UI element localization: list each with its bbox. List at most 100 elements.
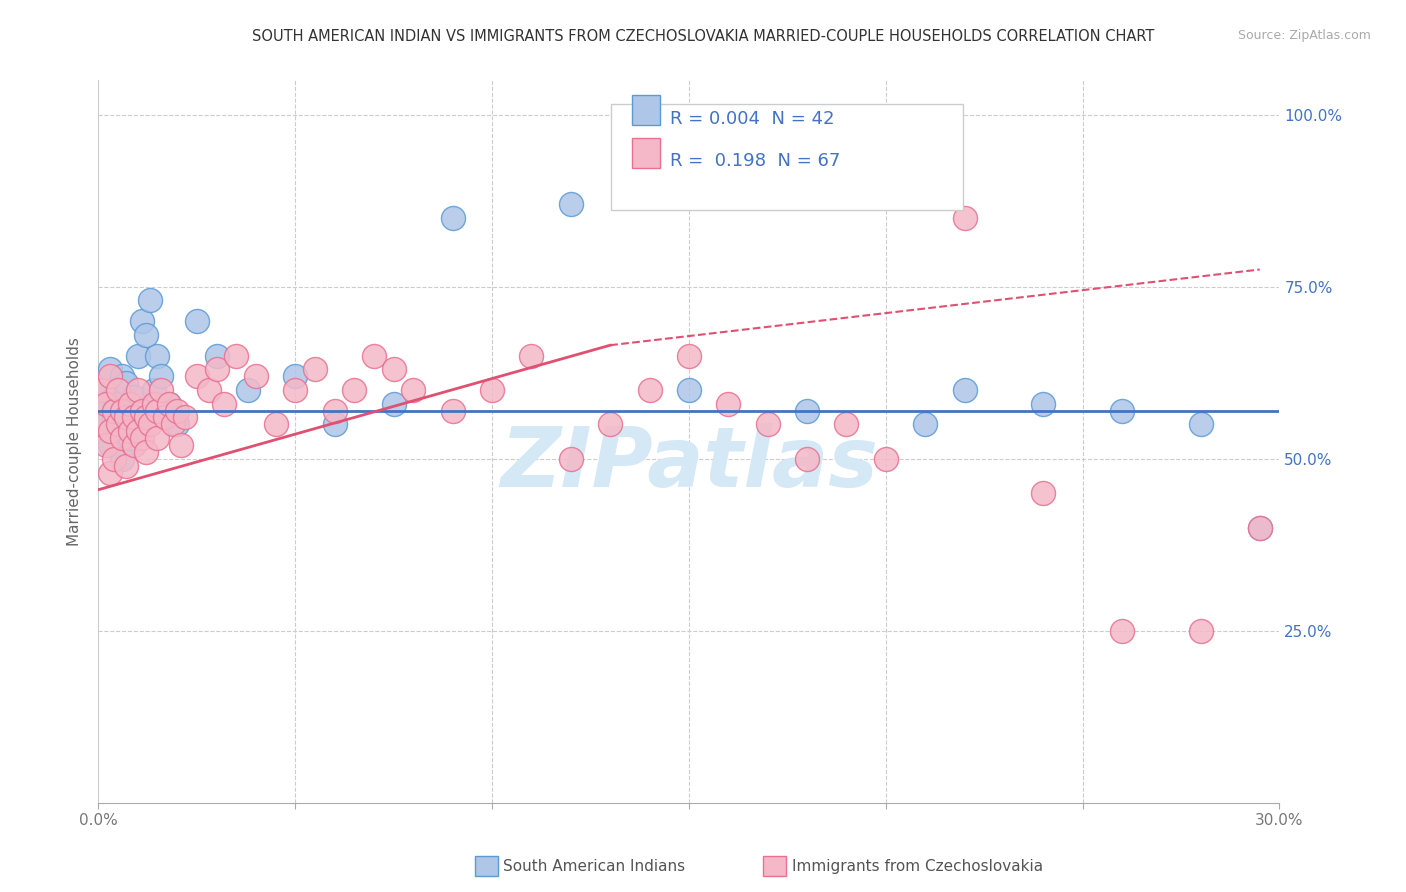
Point bbox=[162, 417, 184, 432]
Point bbox=[115, 376, 138, 390]
Point bbox=[205, 349, 228, 363]
Point bbox=[103, 451, 125, 466]
Point bbox=[111, 403, 134, 417]
Point bbox=[245, 369, 267, 384]
Point bbox=[115, 410, 138, 425]
Point bbox=[111, 369, 134, 384]
Point bbox=[264, 417, 287, 432]
Point bbox=[953, 383, 976, 397]
Point bbox=[122, 438, 145, 452]
Point bbox=[599, 417, 621, 432]
Point bbox=[1111, 403, 1133, 417]
Point bbox=[111, 451, 134, 466]
Point bbox=[118, 431, 141, 445]
Point bbox=[157, 397, 180, 411]
Point bbox=[135, 410, 157, 425]
Point bbox=[115, 458, 138, 473]
Point bbox=[155, 410, 177, 425]
Point bbox=[186, 314, 208, 328]
Point bbox=[107, 417, 129, 432]
Text: SOUTH AMERICAN INDIAN VS IMMIGRANTS FROM CZECHOSLOVAKIA MARRIED-COUPLE HOUSEHOLD: SOUTH AMERICAN INDIAN VS IMMIGRANTS FROM… bbox=[252, 29, 1154, 44]
Point bbox=[304, 362, 326, 376]
Point bbox=[142, 397, 165, 411]
Point bbox=[166, 403, 188, 417]
Point bbox=[118, 424, 141, 438]
Point bbox=[441, 211, 464, 225]
Point bbox=[382, 397, 405, 411]
Point bbox=[1249, 520, 1271, 534]
Point bbox=[236, 383, 259, 397]
Point bbox=[135, 327, 157, 342]
Point bbox=[214, 397, 236, 411]
Point bbox=[284, 369, 307, 384]
Point bbox=[678, 349, 700, 363]
Point bbox=[284, 383, 307, 397]
Text: Immigrants from Czechoslovakia: Immigrants from Czechoslovakia bbox=[792, 859, 1043, 873]
Point bbox=[146, 349, 169, 363]
Point bbox=[1189, 417, 1212, 432]
Text: R =  0.198  N = 67: R = 0.198 N = 67 bbox=[671, 152, 841, 169]
Point bbox=[138, 417, 160, 432]
Point bbox=[118, 397, 141, 411]
Point bbox=[138, 293, 160, 308]
Point bbox=[127, 417, 149, 432]
Point bbox=[678, 383, 700, 397]
Point bbox=[127, 424, 149, 438]
Point bbox=[122, 390, 145, 404]
Point bbox=[98, 466, 121, 480]
Point bbox=[1032, 486, 1054, 500]
Point bbox=[382, 362, 405, 376]
Point bbox=[127, 383, 149, 397]
Point bbox=[170, 438, 193, 452]
Point bbox=[135, 445, 157, 459]
Point bbox=[150, 369, 173, 384]
Point bbox=[91, 383, 114, 397]
Point bbox=[91, 403, 114, 417]
Point bbox=[98, 369, 121, 384]
Point bbox=[142, 383, 165, 397]
Point bbox=[835, 417, 858, 432]
Point bbox=[186, 369, 208, 384]
Point bbox=[150, 383, 173, 397]
Point bbox=[197, 383, 219, 397]
Point bbox=[107, 383, 129, 397]
Point bbox=[146, 403, 169, 417]
Point bbox=[796, 403, 818, 417]
Point bbox=[520, 349, 543, 363]
Point bbox=[560, 451, 582, 466]
Point bbox=[118, 410, 141, 425]
Text: R = 0.004  N = 42: R = 0.004 N = 42 bbox=[671, 110, 835, 128]
Point bbox=[111, 431, 134, 445]
Point bbox=[875, 451, 897, 466]
Point bbox=[96, 417, 118, 432]
Point bbox=[323, 403, 346, 417]
Point bbox=[953, 211, 976, 225]
Point bbox=[205, 362, 228, 376]
Point bbox=[796, 451, 818, 466]
Point bbox=[98, 424, 121, 438]
Point bbox=[1111, 624, 1133, 638]
Point bbox=[103, 410, 125, 425]
Point bbox=[107, 397, 129, 411]
Point bbox=[91, 417, 114, 432]
Text: Source: ZipAtlas.com: Source: ZipAtlas.com bbox=[1237, 29, 1371, 42]
Text: ZIPatlas: ZIPatlas bbox=[501, 423, 877, 504]
Point bbox=[131, 403, 153, 417]
Point bbox=[402, 383, 425, 397]
Point bbox=[96, 397, 118, 411]
Point bbox=[225, 349, 247, 363]
Point bbox=[131, 431, 153, 445]
Point bbox=[560, 197, 582, 211]
Point bbox=[107, 424, 129, 438]
Point bbox=[115, 403, 138, 417]
Point bbox=[146, 431, 169, 445]
Point bbox=[98, 438, 121, 452]
Point bbox=[638, 383, 661, 397]
Point bbox=[131, 314, 153, 328]
Point bbox=[127, 349, 149, 363]
Point bbox=[914, 417, 936, 432]
Point bbox=[1032, 397, 1054, 411]
Point bbox=[481, 383, 503, 397]
Point bbox=[441, 403, 464, 417]
Text: South American Indians: South American Indians bbox=[503, 859, 686, 873]
